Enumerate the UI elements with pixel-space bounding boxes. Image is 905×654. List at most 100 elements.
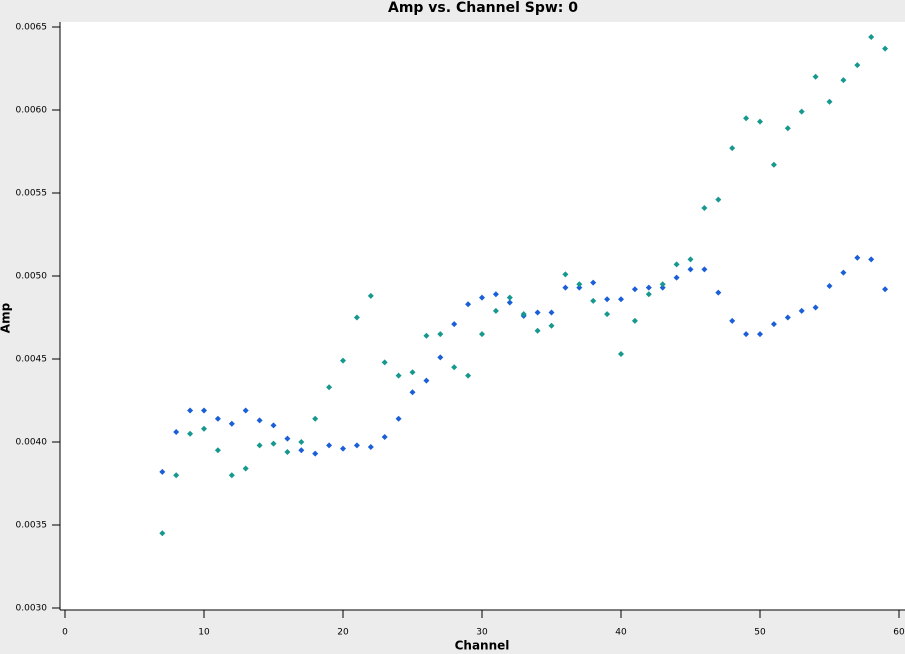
point — [757, 331, 763, 338]
point — [381, 434, 388, 441]
point — [242, 465, 249, 472]
point — [312, 415, 319, 422]
point — [284, 435, 291, 442]
x-tick-label: 60 — [893, 628, 905, 638]
point — [465, 301, 472, 308]
point — [826, 282, 833, 289]
point — [798, 307, 805, 314]
point — [242, 407, 249, 414]
point — [854, 62, 861, 69]
point — [228, 472, 235, 479]
point — [423, 332, 430, 339]
y-tick-label: 0.0045 — [16, 355, 48, 365]
point — [409, 389, 416, 396]
point — [673, 274, 680, 281]
point — [715, 196, 722, 203]
point — [353, 314, 360, 321]
point — [340, 445, 346, 452]
x-tick-label: 40 — [615, 628, 627, 638]
x-axis-label: Channel — [455, 639, 510, 653]
y-tick-label: 0.0055 — [16, 189, 48, 199]
point — [812, 304, 819, 311]
point — [548, 309, 555, 316]
point — [395, 415, 402, 422]
y-tick-label: 0.0060 — [16, 106, 48, 116]
point — [465, 372, 472, 379]
point — [506, 294, 513, 301]
point — [562, 271, 569, 278]
point — [701, 266, 708, 273]
point — [256, 442, 263, 449]
point — [437, 354, 444, 361]
point — [298, 447, 305, 454]
point — [409, 369, 416, 376]
point — [270, 440, 277, 447]
y-tick-label: 0.0050 — [16, 272, 48, 282]
point — [284, 448, 291, 455]
x-tick-label: 30 — [476, 628, 488, 638]
point — [618, 296, 624, 303]
point — [784, 125, 791, 132]
point — [173, 472, 180, 479]
point — [451, 321, 458, 328]
point — [590, 297, 597, 304]
point — [645, 291, 652, 298]
point — [604, 296, 611, 303]
y-tick-label: 0.0035 — [16, 521, 48, 531]
point — [604, 311, 611, 318]
point — [492, 291, 499, 298]
x-tick-label: 20 — [337, 628, 349, 638]
point — [743, 331, 750, 338]
point — [659, 284, 666, 291]
point — [701, 204, 708, 211]
point — [743, 115, 750, 122]
point — [631, 286, 638, 293]
point — [214, 415, 221, 422]
point — [534, 327, 541, 334]
point — [159, 468, 166, 475]
x-tick-label: 50 — [754, 628, 766, 638]
point — [868, 33, 875, 40]
point — [437, 331, 444, 338]
point — [645, 284, 652, 291]
point — [228, 420, 235, 427]
plot-area — [60, 22, 905, 610]
point — [798, 108, 805, 115]
x-tick-label: 0 — [62, 628, 68, 638]
point — [826, 98, 833, 105]
point — [882, 45, 889, 52]
point — [187, 430, 194, 437]
point — [840, 269, 847, 276]
y-tick-label: 0.0030 — [16, 604, 48, 614]
point — [687, 256, 694, 263]
point — [562, 284, 569, 291]
point — [770, 321, 777, 328]
y-axis-label: Amp — [0, 302, 13, 333]
point — [729, 145, 736, 152]
point — [784, 314, 791, 321]
point — [673, 261, 680, 268]
point — [590, 279, 597, 286]
y-tick-label: 0.0065 — [16, 23, 48, 33]
point — [534, 309, 541, 316]
point — [326, 442, 333, 449]
chart-title: Amp vs. Channel Spw: 0 — [388, 0, 578, 16]
point — [770, 161, 777, 168]
point — [882, 286, 889, 293]
point — [381, 359, 388, 366]
point — [256, 417, 263, 424]
point — [576, 281, 583, 288]
point — [729, 317, 736, 324]
point — [270, 422, 277, 429]
y-tick-label: 0.0040 — [16, 438, 48, 448]
point — [715, 289, 722, 296]
point — [812, 73, 819, 80]
point — [159, 530, 166, 537]
point — [479, 331, 485, 338]
point — [868, 256, 875, 263]
point — [520, 311, 527, 318]
point — [367, 443, 374, 450]
point — [757, 118, 763, 125]
